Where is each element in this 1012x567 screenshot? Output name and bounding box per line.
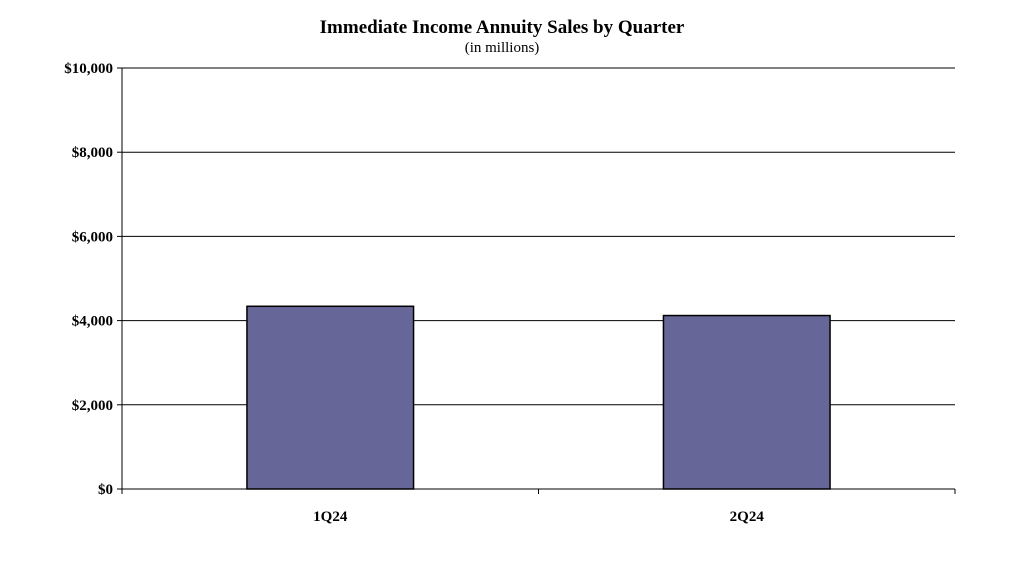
x-tick-label: 1Q24 [313, 509, 348, 525]
bar-1q24 [246, 305, 415, 490]
bar-2q24 [662, 314, 831, 490]
y-tick-label: $0 [98, 482, 113, 498]
x-tick-label: 2Q24 [730, 509, 765, 525]
axes [117, 67, 956, 494]
y-tick-label: $10,000 [64, 61, 113, 77]
y-tick-label: $6,000 [72, 229, 113, 245]
x-tick-labels: 1Q24 2Q24 [313, 509, 764, 525]
chart-title: Immediate Income Annuity Sales by Quarte… [320, 17, 685, 38]
y-tick-label: $2,000 [72, 398, 113, 414]
y-tick-labels: $0 $2,000 $4,000 $6,000 $8,000 $10,000 [64, 61, 113, 498]
bars [246, 305, 831, 490]
y-tick-label: $4,000 [72, 314, 113, 330]
y-tick-label: $8,000 [72, 145, 113, 161]
chart-subtitle: (in millions) [465, 40, 540, 56]
